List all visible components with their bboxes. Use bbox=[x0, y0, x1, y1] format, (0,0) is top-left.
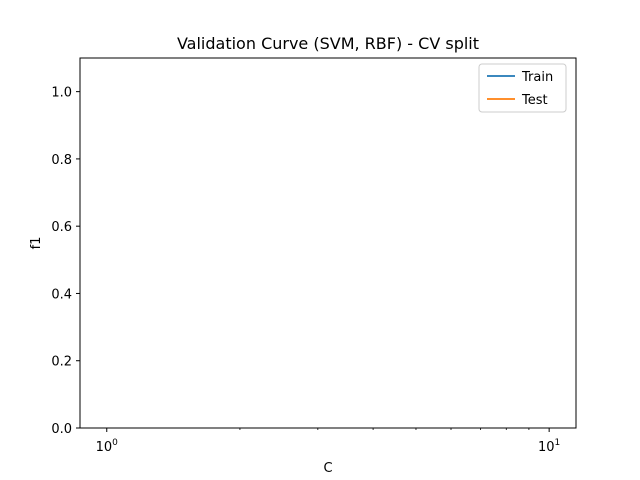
legend-label-train: Train bbox=[521, 70, 553, 85]
axes-frame bbox=[79, 57, 577, 429]
chart-title: Validation Curve (SVM, RBF) - CV split bbox=[177, 34, 479, 53]
x-tick-exponent: 1 bbox=[555, 438, 561, 448]
legend-label-test: Test bbox=[521, 93, 548, 108]
x-tick-exponent: 0 bbox=[112, 438, 118, 448]
y-tick-label: 0.8 bbox=[51, 153, 72, 168]
y-tick-label: 0.6 bbox=[51, 220, 72, 235]
y-tick-label: 0.0 bbox=[51, 422, 72, 437]
x-axis-title: C bbox=[323, 461, 332, 476]
x-tick-label: 100 bbox=[96, 438, 119, 455]
x-tick-base: 10 bbox=[538, 440, 555, 455]
y-tick-label: 1.0 bbox=[51, 86, 72, 101]
x-tick-base: 10 bbox=[96, 440, 113, 455]
y-tick-label: 0.2 bbox=[51, 355, 72, 370]
x-tick-label: 101 bbox=[538, 438, 560, 455]
legend: Train Test bbox=[478, 63, 567, 113]
y-axis-title: f1 bbox=[29, 237, 44, 250]
y-tick-label: 0.4 bbox=[51, 287, 72, 302]
